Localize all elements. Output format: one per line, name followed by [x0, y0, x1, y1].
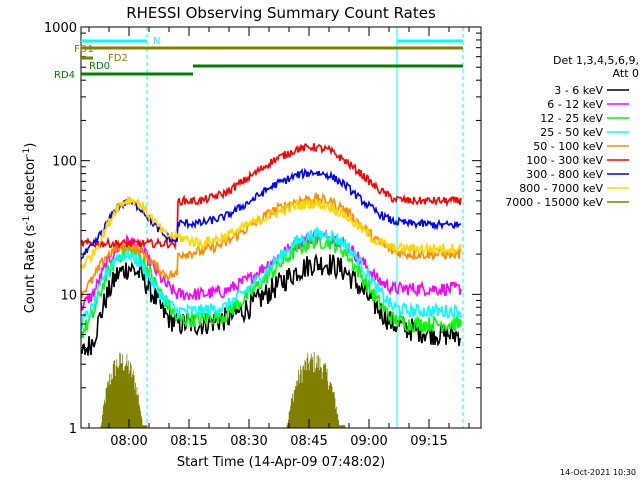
- legend-entry-label: 6 - 12 keV: [547, 98, 603, 111]
- x-tick-label: 09:15: [410, 434, 447, 449]
- series-7000-15000-burst-0: [100, 352, 148, 428]
- y-axis-label: Count Rate (s-1 detector-1): [22, 143, 38, 314]
- flag-label-FD2: FD2: [108, 53, 128, 64]
- legend-entry-label: 50 - 100 keV: [533, 140, 603, 153]
- y-tick-label: 10: [60, 288, 77, 303]
- series-line-300-800keV: [80, 167, 462, 260]
- series-7000-15000-burst-1: [286, 351, 346, 428]
- y-tick-label: 100: [52, 155, 77, 170]
- legend-header-line-0: Det 1,3,4,5,6,9,: [553, 54, 639, 67]
- x-tick-label: 08:00: [110, 434, 147, 449]
- series-line-800-7000keV: [80, 196, 462, 271]
- flag-label-RD0: RD0: [89, 61, 110, 72]
- legend-entry-label: 800 - 7000 keV: [519, 182, 603, 195]
- legend-header-line-1: Att 0: [613, 67, 639, 80]
- axis-ticks: 1 10 100 1000 08:00 08:15 08:30 08:45 09:00 09:15: [44, 21, 481, 449]
- x-tick-label: 08:30: [230, 434, 267, 449]
- x-axis-label: Start Time (14-Apr-09 07:48:02): [177, 455, 385, 470]
- x-tick-label: 08:15: [170, 434, 207, 449]
- legend-entry-label: 25 - 50 keV: [540, 126, 603, 139]
- series-line-100-300keV: [80, 143, 462, 251]
- chart-title: RHESSI Observing Summary Count Rates: [126, 4, 436, 22]
- x-tick-label: 08:45: [290, 434, 327, 449]
- plot-frame: [80, 26, 482, 429]
- y-tick-label: 1: [69, 422, 77, 437]
- legend-entry-label: 100 - 300 keV: [526, 154, 603, 167]
- x-tick-label: 09:00: [350, 434, 387, 449]
- footer-stamp: 14-Oct-2021 10:30: [560, 468, 636, 477]
- legend-entry-label: 7000 - 15000 keV: [505, 196, 603, 209]
- series-line-25-50keV: [80, 225, 462, 330]
- y-tick-label: 1000: [44, 21, 77, 36]
- legend-entry-label: 300 - 800 keV: [526, 168, 603, 181]
- flag-label-FD1: FD1: [74, 44, 94, 55]
- series-line-6-12keV: [80, 229, 462, 312]
- legend-entry-label: 12 - 25 keV: [540, 112, 603, 125]
- flag-label-N: N: [153, 36, 160, 47]
- legend-entry-label: 3 - 6 keV: [554, 84, 603, 97]
- plot-area: [80, 27, 464, 428]
- flag-label-RD4: RD4: [54, 70, 75, 81]
- series-line-3-6keV: [80, 252, 462, 356]
